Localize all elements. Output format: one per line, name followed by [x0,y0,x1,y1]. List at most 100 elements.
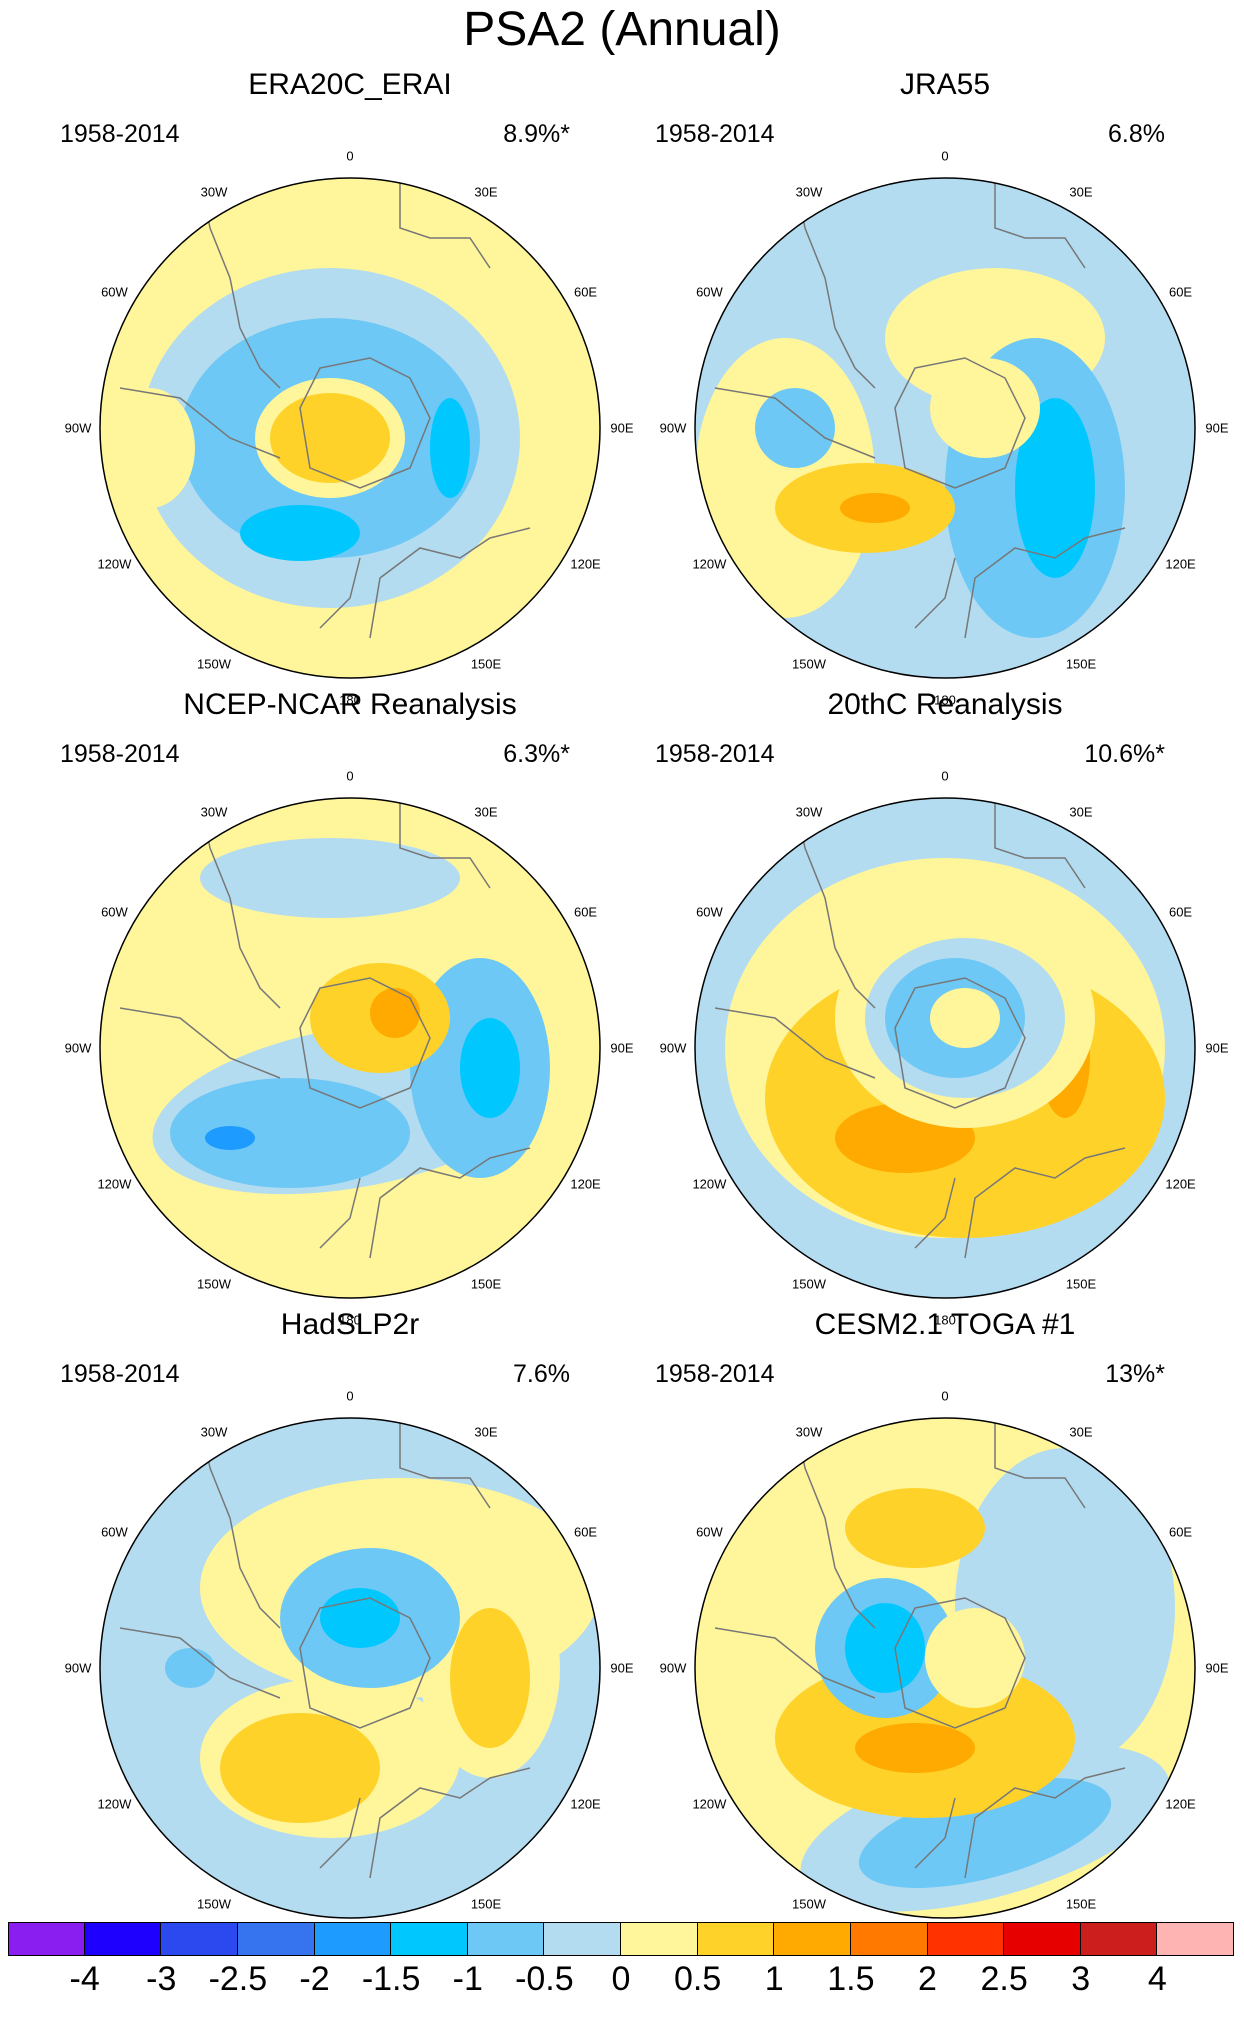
anomaly-contour [370,988,420,1038]
anomaly-contour [450,1608,530,1748]
colorbar-label: 3 [1071,1960,1091,1998]
panel-title: HadSLP2r [280,1308,420,1341]
longitude-label: 90W [659,1040,687,1056]
map-panel: NCEP-NCAR Reanalysis 1958-2014 6.3%* 0 30E 60… [40,688,634,1328]
panel-title: CESM2.1 TOGA #1 [814,1308,1076,1341]
panel-years: 1958-2014 [60,120,180,148]
longitude-label: 120W [97,1796,132,1812]
longitude-label: 120W [97,556,132,572]
figure-title: PSA2 (Annual) [463,3,781,56]
coastline [914,1797,956,1869]
longitude-label: 90E [610,1660,634,1676]
longitude-label: 150E [1065,656,1097,672]
longitude-label: 90E [1205,1660,1229,1676]
colorbar-box [467,1922,545,1956]
coastline [994,178,1086,269]
anomaly-contour [220,1713,380,1823]
polar-map [694,797,1196,1299]
map-border [99,177,601,679]
colorbar-label: 4 [1147,1960,1167,1998]
colorbar-box [314,1922,392,1956]
colorbar: -4 -3 -2.5 -2 -1.5 -1 -0.5 0 0.5 1 1.5 2 2.5 3 4 [8,1922,1234,2032]
map-border [99,1417,601,1919]
coastline [369,527,531,639]
longitude-label: 30W [200,1424,228,1440]
colorbar-box [697,1922,775,1956]
polar-map [694,1417,1196,1919]
colorbar-box [84,1922,162,1956]
colorbar-label: 0 [611,1960,631,1998]
longitude-label: 90W [659,420,687,436]
anomaly-contour [170,1078,410,1188]
longitude-label: 60E [573,284,598,300]
coastline [714,1627,876,1699]
anomaly-contour [1015,398,1095,578]
colorbar-box [774,1922,851,1956]
coastline [319,1177,361,1249]
longitude-label: 30E [1069,1424,1093,1440]
colorbar-label: -1 [452,1960,483,1998]
coastline [994,1418,1086,1509]
panel-variance-percent: 7.6% [513,1360,570,1388]
longitude-label: 180 [934,692,956,708]
map-border [99,797,601,1299]
coastline [964,1147,1126,1259]
longitude-label: 0 [346,768,354,784]
longitude-label: 90E [610,420,634,436]
map-panel: JRA55 1958-2014 6.8% 0 30E 60E 90E 120E 150E 180 1… [635,68,1229,708]
coastline [119,1627,281,1699]
panel-title: JRA55 [899,68,991,101]
longitude-label: 0 [346,148,354,164]
longitude-label: 60W [696,904,723,920]
longitude-label: 30W [795,184,823,200]
longitude-label: 90W [64,1660,92,1676]
polar-map [694,177,1196,679]
coastline [299,357,431,489]
longitude-label: 120E [570,556,601,572]
longitude-label: 30E [474,184,498,200]
panel-years: 1958-2014 [655,1360,775,1388]
longitude-label: 90W [64,420,92,436]
panel-title: NCEP-NCAR Reanalysis [183,688,517,721]
longitude-label: 60W [101,1524,128,1540]
longitude-label: 180 [934,1312,956,1328]
colorbar-box [621,1922,698,1956]
longitude-label: 60E [573,904,598,920]
longitude-label: 60E [1168,904,1193,920]
map-border [694,1417,1196,1919]
colorbar-box [927,1922,1005,1956]
longitude-label: 90W [659,1660,687,1676]
map-panel: HadSLP2r 1958-2014 7.6% 0 30E 60E 90E 120E 150E 1… [40,1308,634,1948]
longitude-label: 90W [64,1040,92,1056]
longitude-label: 120W [692,1176,727,1192]
anomaly-contour [205,1126,255,1150]
coastline [914,1177,956,1249]
coastline [369,1767,531,1879]
panel-variance-percent: 10.6%* [1084,740,1165,768]
anomaly-contour [320,1588,400,1648]
panel-years: 1958-2014 [655,740,775,768]
coastline [319,1797,361,1869]
anomaly-contour [755,388,835,468]
longitude-label: 150W [792,1276,826,1292]
anomaly-contour [165,1648,215,1688]
colorbar-label: 0.5 [673,1960,722,1998]
longitude-label: 60W [696,1524,723,1540]
longitude-label: 30W [200,804,228,820]
anomaly-contour [110,178,550,288]
anomaly-contour [930,358,1040,458]
coastline [119,387,281,459]
coastline [964,527,1126,639]
longitude-label: 120E [570,1176,601,1192]
longitude-label: 60E [1168,284,1193,300]
coastline [894,357,1026,489]
anomaly-contour [840,493,910,523]
longitude-label: 30E [474,1424,498,1440]
longitude-label: 120E [1165,1176,1196,1192]
longitude-label: 120W [692,1796,727,1812]
colorbar-label: -2 [299,1960,330,1998]
colorbar-box [850,1922,928,1956]
longitude-label: 0 [941,768,949,784]
anomaly-contour [105,388,195,508]
coastline [119,1007,281,1079]
